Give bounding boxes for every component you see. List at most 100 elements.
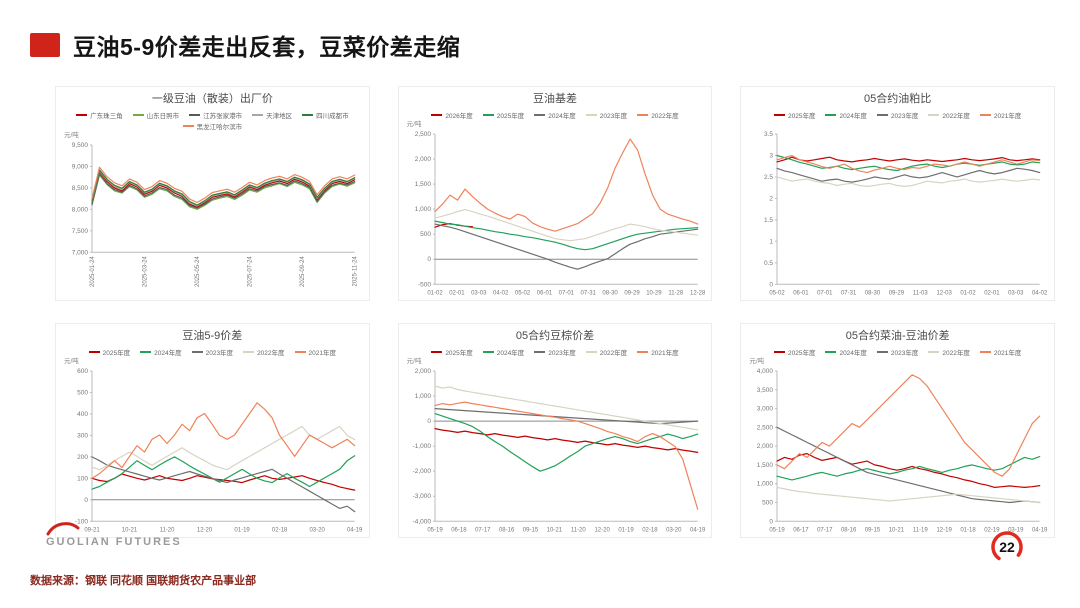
legend-swatch: [928, 113, 940, 116]
legend-item: 2024年度: [482, 347, 524, 357]
svg-text:01-19: 01-19: [618, 527, 634, 533]
legend-item: 2023年度: [876, 347, 918, 357]
legend-label: 2022年度: [942, 349, 970, 357]
svg-text:9,000: 9,000: [72, 163, 89, 170]
svg-text:0: 0: [427, 256, 431, 263]
legend-item: 2024年度: [534, 110, 576, 120]
legend-item: 2022年度: [928, 347, 970, 357]
svg-text:02-01: 02-01: [985, 290, 1001, 296]
svg-text:0.5: 0.5: [764, 260, 773, 267]
legend-swatch: [76, 113, 88, 116]
svg-text:2,000: 2,000: [414, 368, 431, 375]
charts-grid: 一级豆油（散装）出厂价 广东珠三角 山东日照市 江苏张家港市 天津地区 四川成都市 黑龙江…: [55, 86, 1055, 538]
line-chart-plot: -100 0 100 200 300 400 500 600 09-21 10-21 11-20 12…: [75, 368, 363, 533]
svg-text:11-20: 11-20: [160, 527, 176, 533]
legend-swatch: [191, 350, 203, 353]
svg-text:2025-11-24: 2025-11-24: [353, 255, 359, 286]
svg-text:3,500: 3,500: [757, 387, 774, 394]
svg-text:09-15: 09-15: [865, 527, 881, 533]
svg-text:-1,000: -1,000: [412, 443, 431, 450]
legend-swatch: [302, 113, 314, 116]
guolian-logo-swoosh-icon: [46, 522, 80, 536]
legend-swatch: [876, 113, 888, 116]
chart-panel-soyoil-basis: 豆油基差 2026年度 2025年度 2024年度 2023年度 2022年度 元/吨 …: [397, 86, 713, 301]
svg-text:1: 1: [770, 238, 774, 245]
svg-text:-3,000: -3,000: [412, 493, 431, 500]
svg-text:09-29: 09-29: [889, 290, 905, 296]
svg-text:10-21: 10-21: [122, 527, 138, 533]
legend-swatch: [637, 113, 649, 116]
legend-swatch: [825, 113, 837, 116]
svg-text:3.5: 3.5: [764, 131, 773, 138]
chart-legend: 2025年度 2024年度 2023年度 2022年度 2021年度: [62, 347, 363, 357]
legend-item: 2022年度: [637, 110, 679, 120]
svg-text:200: 200: [77, 454, 88, 461]
svg-text:08-16: 08-16: [499, 527, 515, 533]
svg-text:06-17: 06-17: [794, 527, 810, 533]
legend-item: 2023年度: [876, 110, 918, 120]
svg-text:07-31: 07-31: [580, 290, 596, 296]
legend-label: 广东珠三角: [90, 112, 123, 120]
svg-text:03-03: 03-03: [471, 290, 487, 296]
svg-text:0: 0: [770, 281, 774, 288]
legend-label: 2024年度: [839, 349, 867, 357]
svg-text:1,500: 1,500: [414, 181, 431, 188]
legend-label: 2022年度: [651, 112, 679, 120]
svg-text:12-19: 12-19: [937, 527, 953, 533]
legend-item: 2025年度: [773, 110, 816, 120]
svg-text:12-20: 12-20: [197, 527, 213, 533]
line-chart-plot: -500 0 500 1,000 1,500 2,000 2,500 01-02 02-01 03…: [414, 131, 705, 296]
legend-swatch: [637, 350, 649, 353]
title-accent-bar: [30, 33, 60, 57]
logo-text: GUOLIAN FUTURES: [46, 536, 182, 548]
svg-text:11-03: 11-03: [913, 290, 929, 296]
svg-text:1,000: 1,000: [414, 393, 431, 400]
svg-text:2025-07-24: 2025-07-24: [248, 255, 254, 286]
legend-item: 2024年度: [140, 347, 182, 357]
svg-text:07-01: 07-01: [558, 290, 574, 296]
legend-label: 江苏张家港市: [203, 112, 243, 120]
legend-swatch: [243, 350, 255, 353]
legend-swatch: [482, 113, 494, 116]
legend-item: 2022年度: [585, 347, 627, 357]
legend-item: 江苏张家港市: [189, 110, 242, 120]
legend-label: 2022年度: [257, 349, 285, 357]
svg-text:100: 100: [77, 475, 88, 482]
legend-item: 2024年度: [825, 347, 867, 357]
data-source-note: 数据来源：钢联 同花顺 国联期货农产品事业部: [30, 575, 257, 587]
svg-text:2025-01-24: 2025-01-24: [90, 255, 96, 286]
legend-item: 天津地区: [252, 110, 292, 120]
chart-legend: 2025年度 2024年度 2023年度 2022年度 2021年度: [747, 110, 1048, 120]
svg-text:01-19: 01-19: [234, 527, 250, 533]
legend-label: 2023年度: [599, 112, 628, 120]
svg-text:07-17: 07-17: [817, 527, 833, 533]
svg-text:05-02: 05-02: [515, 290, 531, 296]
svg-text:1,000: 1,000: [757, 480, 774, 487]
page-number-badge: 22: [990, 530, 1024, 564]
svg-text:11-28: 11-28: [668, 290, 684, 296]
svg-text:07-01: 07-01: [817, 290, 833, 296]
chart-legend: 2025年度 2024年度 2023年度 2022年度 2021年度: [747, 347, 1048, 357]
page-title: 豆油5-9价差走出反套，豆菜价差走缩: [73, 34, 461, 60]
svg-text:600: 600: [77, 368, 88, 375]
svg-text:7,000: 7,000: [72, 249, 89, 256]
svg-text:2,000: 2,000: [757, 443, 774, 450]
chart-panel-5-9-spread: 豆油5-9价差 2025年度 2024年度 2023年度 2022年度 2021年度 元…: [55, 323, 370, 538]
legend-item: 2023年度: [585, 110, 628, 120]
svg-text:2,500: 2,500: [757, 424, 774, 431]
svg-text:1,000: 1,000: [414, 206, 431, 213]
svg-text:0: 0: [427, 418, 431, 425]
legend-item: 黑龙江哈尔滨市: [182, 121, 242, 131]
svg-text:3: 3: [770, 152, 774, 159]
svg-text:500: 500: [77, 389, 88, 396]
legend-label: 2025年度: [787, 112, 816, 120]
legend-label: 2025年度: [787, 349, 816, 357]
svg-text:0: 0: [84, 497, 88, 504]
legend-item: 2021年度: [979, 347, 1021, 357]
chart-title: 一级豆油（散装）出厂价: [151, 93, 273, 105]
chart-panel-rapeseed-soy-spread: 05合约菜油-豆油价差 2025年度 2024年度 2023年度 2022年度 2021…: [740, 323, 1055, 538]
svg-text:02-01: 02-01: [449, 290, 465, 296]
chart-legend: 广东珠三角 山东日照市 江苏张家港市 天津地区 四川成都市 黑龙江哈尔滨市: [62, 110, 363, 131]
svg-text:06-01: 06-01: [536, 290, 552, 296]
svg-text:2.5: 2.5: [764, 174, 773, 181]
